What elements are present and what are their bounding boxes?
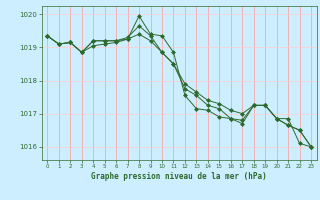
X-axis label: Graphe pression niveau de la mer (hPa): Graphe pression niveau de la mer (hPa) [91, 172, 267, 181]
